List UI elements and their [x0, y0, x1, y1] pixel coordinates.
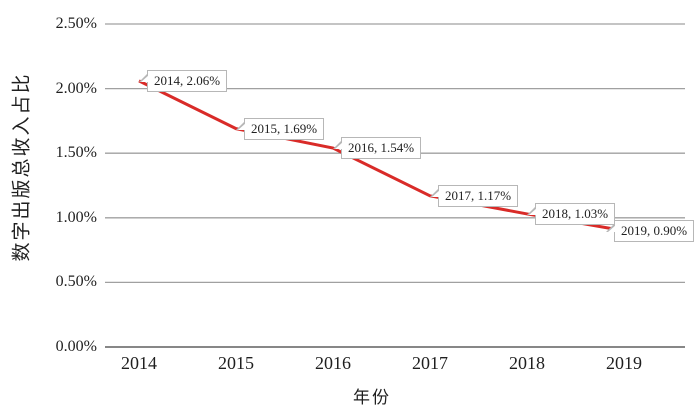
x-tick-label: 2019: [606, 353, 642, 373]
y-tick-label: 0.50%: [55, 273, 97, 291]
y-tick-label: 2.00%: [55, 79, 97, 97]
x-tick-label: 2015: [218, 353, 254, 373]
x-tick-label: 2017: [412, 353, 448, 373]
y-tick-label: 0.00%: [55, 338, 97, 355]
y-tick-label: 1.50%: [55, 144, 97, 162]
data-label-callout: 2015, 1.69%: [235, 117, 325, 140]
data-label-callout: 2016, 1.54%: [332, 137, 422, 160]
y-tick-label: 1.00%: [55, 208, 97, 226]
x-tick-label: 2016: [315, 353, 351, 373]
y-tick-label: 2.50%: [55, 15, 97, 32]
x-tick-label: 2018: [509, 353, 545, 373]
x-axis-title: 年份: [353, 388, 391, 407]
data-label-callout: 2019, 0.90%: [605, 219, 695, 242]
data-label-callout: 2014, 2.06%: [138, 69, 228, 92]
data-label-callout: 2017, 1.17%: [429, 184, 519, 207]
data-label-callout: 2018, 1.03%: [526, 202, 616, 225]
x-tick-label: 2014: [121, 353, 157, 373]
y-axis-title: 数字出版总收入占比: [11, 72, 33, 262]
